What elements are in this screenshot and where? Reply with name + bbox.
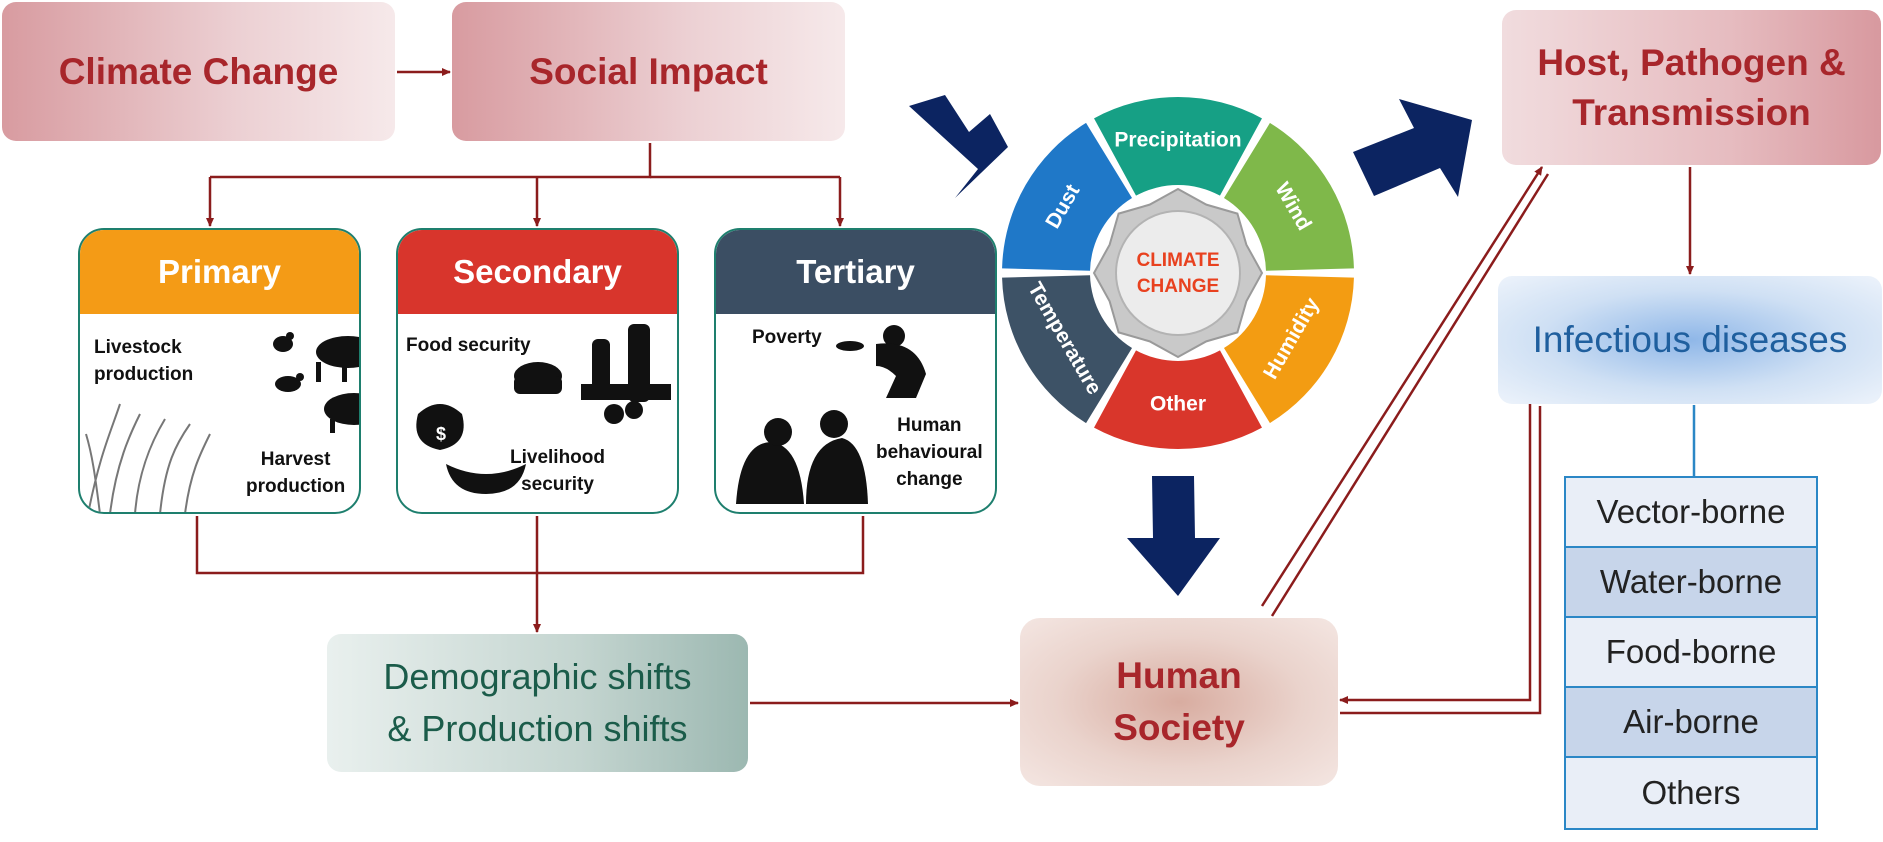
secondary-card: Secondary $ Food security Livelihood sec… xyxy=(396,228,679,514)
arrow-infectious-to-society-a xyxy=(1339,403,1532,704)
climate-change-box: Climate Change xyxy=(2,2,395,141)
host-pathogen-label: Host, Pathogen & Transmission xyxy=(1537,41,1846,133)
wheel-segment-dust xyxy=(1002,122,1133,271)
human-society-label: Human Society xyxy=(1113,655,1245,748)
wheel-center-label: CHANGE xyxy=(1137,276,1219,297)
livestock-label: Livestock production xyxy=(94,337,194,385)
poverty-label: Poverty xyxy=(752,327,822,348)
infectious-diseases-label: Infectious diseases xyxy=(1532,319,1848,360)
big-arrow-left-up xyxy=(909,95,1008,198)
tertiary-card: Tertiary Poverty Human behavioural chang… xyxy=(714,228,997,514)
wheel-segment-temperature xyxy=(1002,275,1133,424)
disease-row: Vector-borne xyxy=(1566,478,1816,548)
tertiary-header: Tertiary xyxy=(716,230,995,314)
disease-row: Food-borne xyxy=(1566,618,1816,688)
poverty-icons xyxy=(736,325,926,504)
demographic-shifts-box: Demographic shifts & Production shifts xyxy=(327,634,748,772)
climate-change-wheel: PrecipitationWindHumidityOtherTemperatur… xyxy=(1002,96,1354,449)
infectious-diseases-box: Infectious diseases xyxy=(1498,276,1882,404)
behaviour-label: Human behavioural change xyxy=(876,415,983,490)
wheel-center xyxy=(1115,210,1241,336)
primary-header: Primary xyxy=(80,230,359,314)
food-security-label: Food security xyxy=(406,335,531,356)
merge-line xyxy=(195,516,865,575)
host-pathogen-box: Host, Pathogen & Transmission xyxy=(1502,10,1881,165)
wheel-label-other: Other xyxy=(1150,393,1206,416)
branch-line xyxy=(210,143,652,179)
social-impact-box: Social Impact xyxy=(452,2,845,141)
secondary-header: Secondary xyxy=(398,230,677,314)
harvest-label: Harvest production xyxy=(246,449,346,497)
primary-card: Primary Livestock production Harvest pro… xyxy=(78,228,361,514)
arrow-society-to-infectious-b xyxy=(1340,406,1542,715)
arrow-society-to-host-b xyxy=(1270,173,1550,617)
svg-text:$: $ xyxy=(436,424,446,444)
demographic-shifts-label: Demographic shifts & Production shifts xyxy=(383,656,692,749)
wheel-segment-humidity xyxy=(1223,275,1354,424)
big-arrow-down xyxy=(1127,476,1220,596)
social-impact-label: Social Impact xyxy=(529,50,768,92)
disease-row: Water-borne xyxy=(1566,548,1816,618)
food-icons: $ xyxy=(416,324,671,494)
disease-type-list: Vector-borne Water-borne Food-borne Air-… xyxy=(1564,476,1818,830)
livelihood-label: Livelihood security xyxy=(510,447,605,495)
wheel-segment-precipitation xyxy=(1094,96,1262,196)
primary-title: Primary xyxy=(158,253,281,290)
wheel-label-precipitation: Precipitation xyxy=(1114,129,1241,152)
secondary-title: Secondary xyxy=(453,253,622,290)
wheel-center-label: CLIMATE xyxy=(1136,250,1219,271)
climate-change-label: Climate Change xyxy=(58,50,339,92)
tertiary-title: Tertiary xyxy=(796,253,915,290)
wheel-segment-other xyxy=(1094,350,1262,449)
disease-row: Air-borne xyxy=(1566,688,1816,758)
big-arrow-right-up xyxy=(1353,99,1472,197)
arrow-society-to-host-a xyxy=(1260,166,1544,607)
disease-row: Others xyxy=(1566,758,1816,828)
human-society-box: Human Society xyxy=(1020,618,1338,786)
livestock-icons xyxy=(85,332,359,512)
wheel-segment-wind xyxy=(1223,122,1354,271)
